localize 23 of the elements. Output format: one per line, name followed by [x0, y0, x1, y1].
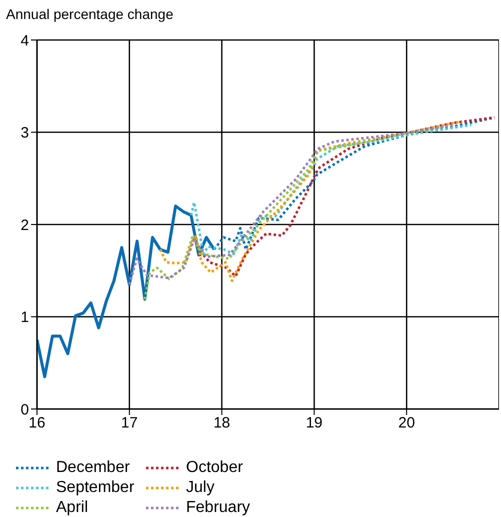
x-tick-label: 20: [398, 414, 415, 432]
line-series: [190, 124, 473, 256]
line-series: [37, 204, 216, 378]
line-series: [197, 116, 496, 278]
y-tick-label: 4: [20, 32, 29, 50]
x-tick-label: 16: [28, 414, 46, 432]
y-tick-label: 2: [20, 216, 29, 234]
y-tick-label: 0: [20, 401, 29, 418]
line-series: [158, 120, 464, 282]
x-tick-label: 17: [121, 414, 138, 432]
y-tick-label: 1: [20, 309, 29, 326]
x-tick-label: 18: [213, 414, 230, 432]
line-series: [144, 125, 445, 300]
y-axis-title: Annual percentage change: [6, 6, 174, 22]
y-tick-label: 3: [20, 124, 29, 142]
legend-label: July: [186, 479, 214, 497]
legend-label: December: [56, 459, 130, 477]
legend-label: February: [186, 499, 250, 517]
legend-label: April: [56, 499, 88, 517]
legend-label: October: [186, 459, 243, 477]
line-series: [128, 124, 454, 286]
legend-label: September: [56, 479, 134, 497]
x-tick-label: 19: [306, 414, 323, 432]
